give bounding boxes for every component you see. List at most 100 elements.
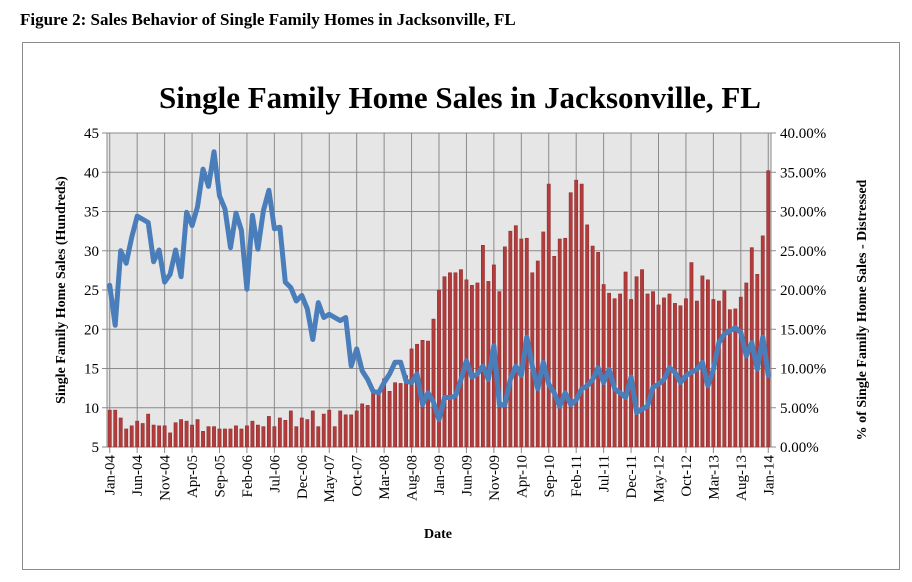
- x-tick-label: Nov-04: [158, 455, 174, 501]
- distressed-bar: [645, 293, 650, 448]
- x-tick-label: May-07: [322, 455, 338, 503]
- distressed-bar: [634, 276, 639, 448]
- distressed-bar: [387, 391, 392, 448]
- distressed-bar: [738, 296, 743, 448]
- distressed-bar: [508, 230, 513, 448]
- distressed-bar: [266, 416, 271, 448]
- x-tick-label: Apr-05: [185, 455, 201, 498]
- distressed-bar: [448, 272, 452, 448]
- y-tick-label: 35: [84, 205, 99, 221]
- distressed-bar: [135, 420, 140, 448]
- distressed-bar: [354, 410, 359, 448]
- distressed-bar: [640, 269, 644, 448]
- distressed-bar: [612, 298, 617, 448]
- distressed-bar: [327, 409, 332, 448]
- distressed-bar: [393, 382, 397, 448]
- distressed-bar: [689, 262, 694, 448]
- y2-axis-label: % of Single Family Home Sales - Distress…: [855, 179, 870, 440]
- y-tick-label: 25: [84, 283, 99, 299]
- distressed-bar: [651, 291, 655, 448]
- distressed-bar: [124, 428, 129, 448]
- distressed-bar: [360, 403, 365, 448]
- distressed-bar: [716, 300, 721, 448]
- distressed-bar: [568, 192, 573, 448]
- y-tick-label: 15: [84, 362, 99, 378]
- y-tick-label: 40: [84, 165, 99, 181]
- distressed-bar: [409, 348, 414, 448]
- distressed-bar: [557, 238, 562, 448]
- x-tick-label: Sep-10: [542, 455, 558, 498]
- distressed-bar: [481, 245, 485, 448]
- distressed-bar: [234, 425, 238, 448]
- distressed-bar: [579, 183, 584, 448]
- figure-caption: Figure 2: Sales Behavior of Single Famil…: [20, 10, 516, 29]
- distressed-bar: [744, 282, 749, 448]
- distressed-bar: [502, 246, 507, 448]
- x-tick-label: Aug-08: [405, 455, 421, 501]
- distressed-bar: [212, 426, 216, 448]
- distressed-bar: [277, 417, 282, 448]
- y2-tick-label: 25.00%: [780, 244, 826, 260]
- distressed-bar: [272, 426, 277, 448]
- distressed-bar: [113, 409, 118, 448]
- distressed-bar: [601, 284, 606, 448]
- x-tick-label: Jan-04: [103, 455, 119, 495]
- x-tick-label: Jul-06: [267, 455, 283, 493]
- x-tick-label: Jun-04: [130, 455, 146, 496]
- x-tick-label: Feb-11: [569, 455, 585, 497]
- distressed-bar: [162, 425, 167, 448]
- distressed-bar: [146, 413, 151, 448]
- distressed-bar: [195, 419, 200, 448]
- distressed-bar: [299, 417, 304, 448]
- distressed-bar: [173, 422, 178, 448]
- distressed-bar: [288, 410, 293, 448]
- distressed-bar: [574, 179, 579, 448]
- distressed-bar: [261, 426, 266, 448]
- distressed-bar: [349, 414, 354, 448]
- distressed-bar: [431, 318, 436, 448]
- distressed-bar: [332, 426, 337, 448]
- distressed-bar: [398, 383, 403, 448]
- y-tick-label: 30: [84, 244, 99, 260]
- y-tick-label: 5: [92, 440, 100, 456]
- distressed-bar: [475, 282, 480, 448]
- y-tick-label: 20: [84, 322, 99, 338]
- distressed-bar: [733, 308, 738, 448]
- y2-tick-label: 20.00%: [780, 283, 826, 299]
- x-tick-label: Jul-11: [597, 455, 613, 492]
- x-tick-label: Apr-10: [514, 455, 530, 498]
- distressed-bar: [321, 413, 326, 448]
- distressed-bar: [722, 290, 727, 448]
- distressed-bar: [316, 426, 321, 448]
- distressed-bar: [250, 420, 255, 448]
- y-tick-label: 10: [84, 401, 99, 417]
- x-tick-label: Jan-14: [761, 455, 777, 495]
- distressed-bar: [223, 428, 227, 448]
- y-axis-label: Single Family Home Sales (Hundreds): [54, 176, 69, 404]
- distressed-bar: [442, 276, 447, 448]
- distressed-bar: [415, 343, 419, 448]
- distressed-bar: [184, 420, 189, 448]
- distressed-bar: [546, 183, 551, 448]
- distressed-bar: [459, 269, 463, 448]
- distressed-bar: [256, 424, 260, 448]
- distressed-bar: [596, 252, 601, 448]
- distressed-bar: [151, 424, 156, 448]
- distressed-bar: [190, 424, 194, 448]
- distressed-bar: [245, 425, 249, 448]
- distressed-bar: [629, 299, 633, 448]
- distressed-bar: [310, 410, 315, 448]
- y2-tick-label: 5.00%: [780, 401, 819, 417]
- x-tick-label: Oct-12: [679, 455, 695, 497]
- distressed-bar: [168, 432, 173, 448]
- y2-tick-label: 40.00%: [780, 126, 826, 142]
- distressed-bar: [239, 428, 244, 448]
- plot-area: 5 10 15 20 25 30 35 40 45 0.00% 5.00% 10.00% 15.00% 2…: [84, 126, 826, 503]
- chart-frame: [22, 42, 900, 570]
- chart-title: Single Family Home Sales in Jacksonville…: [159, 80, 761, 115]
- distressed-bar: [695, 300, 699, 448]
- x-tick-label: Dec-11: [624, 455, 640, 499]
- distressed-bar: [535, 260, 540, 448]
- x-tick-label: Jan-09: [432, 455, 448, 495]
